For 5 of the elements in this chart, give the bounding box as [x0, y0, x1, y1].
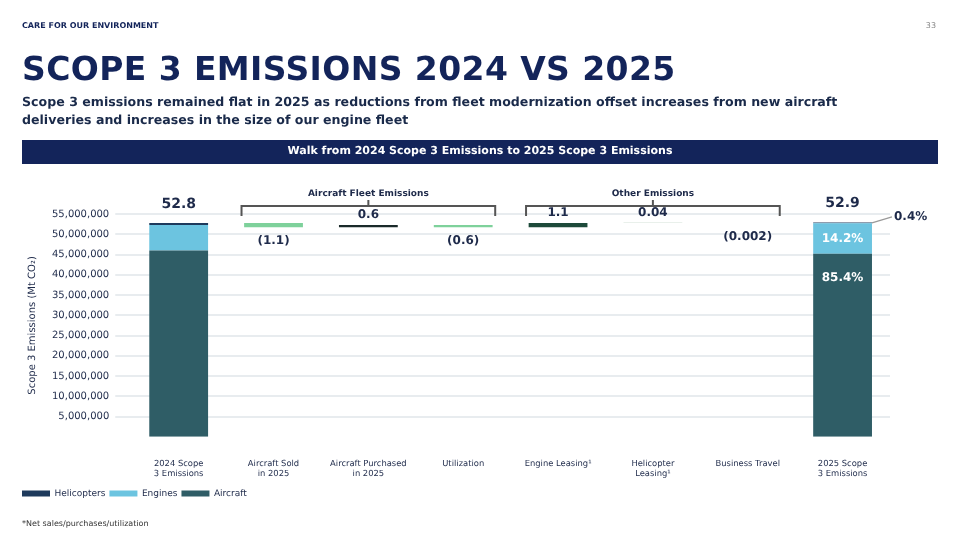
- bar: [813, 253, 872, 437]
- bar: [244, 222, 303, 228]
- chart-title: SCOPE 3 EMISSIONS 2024 VS 2025: [22, 50, 676, 88]
- bar: [149, 224, 209, 251]
- bar: [149, 250, 209, 437]
